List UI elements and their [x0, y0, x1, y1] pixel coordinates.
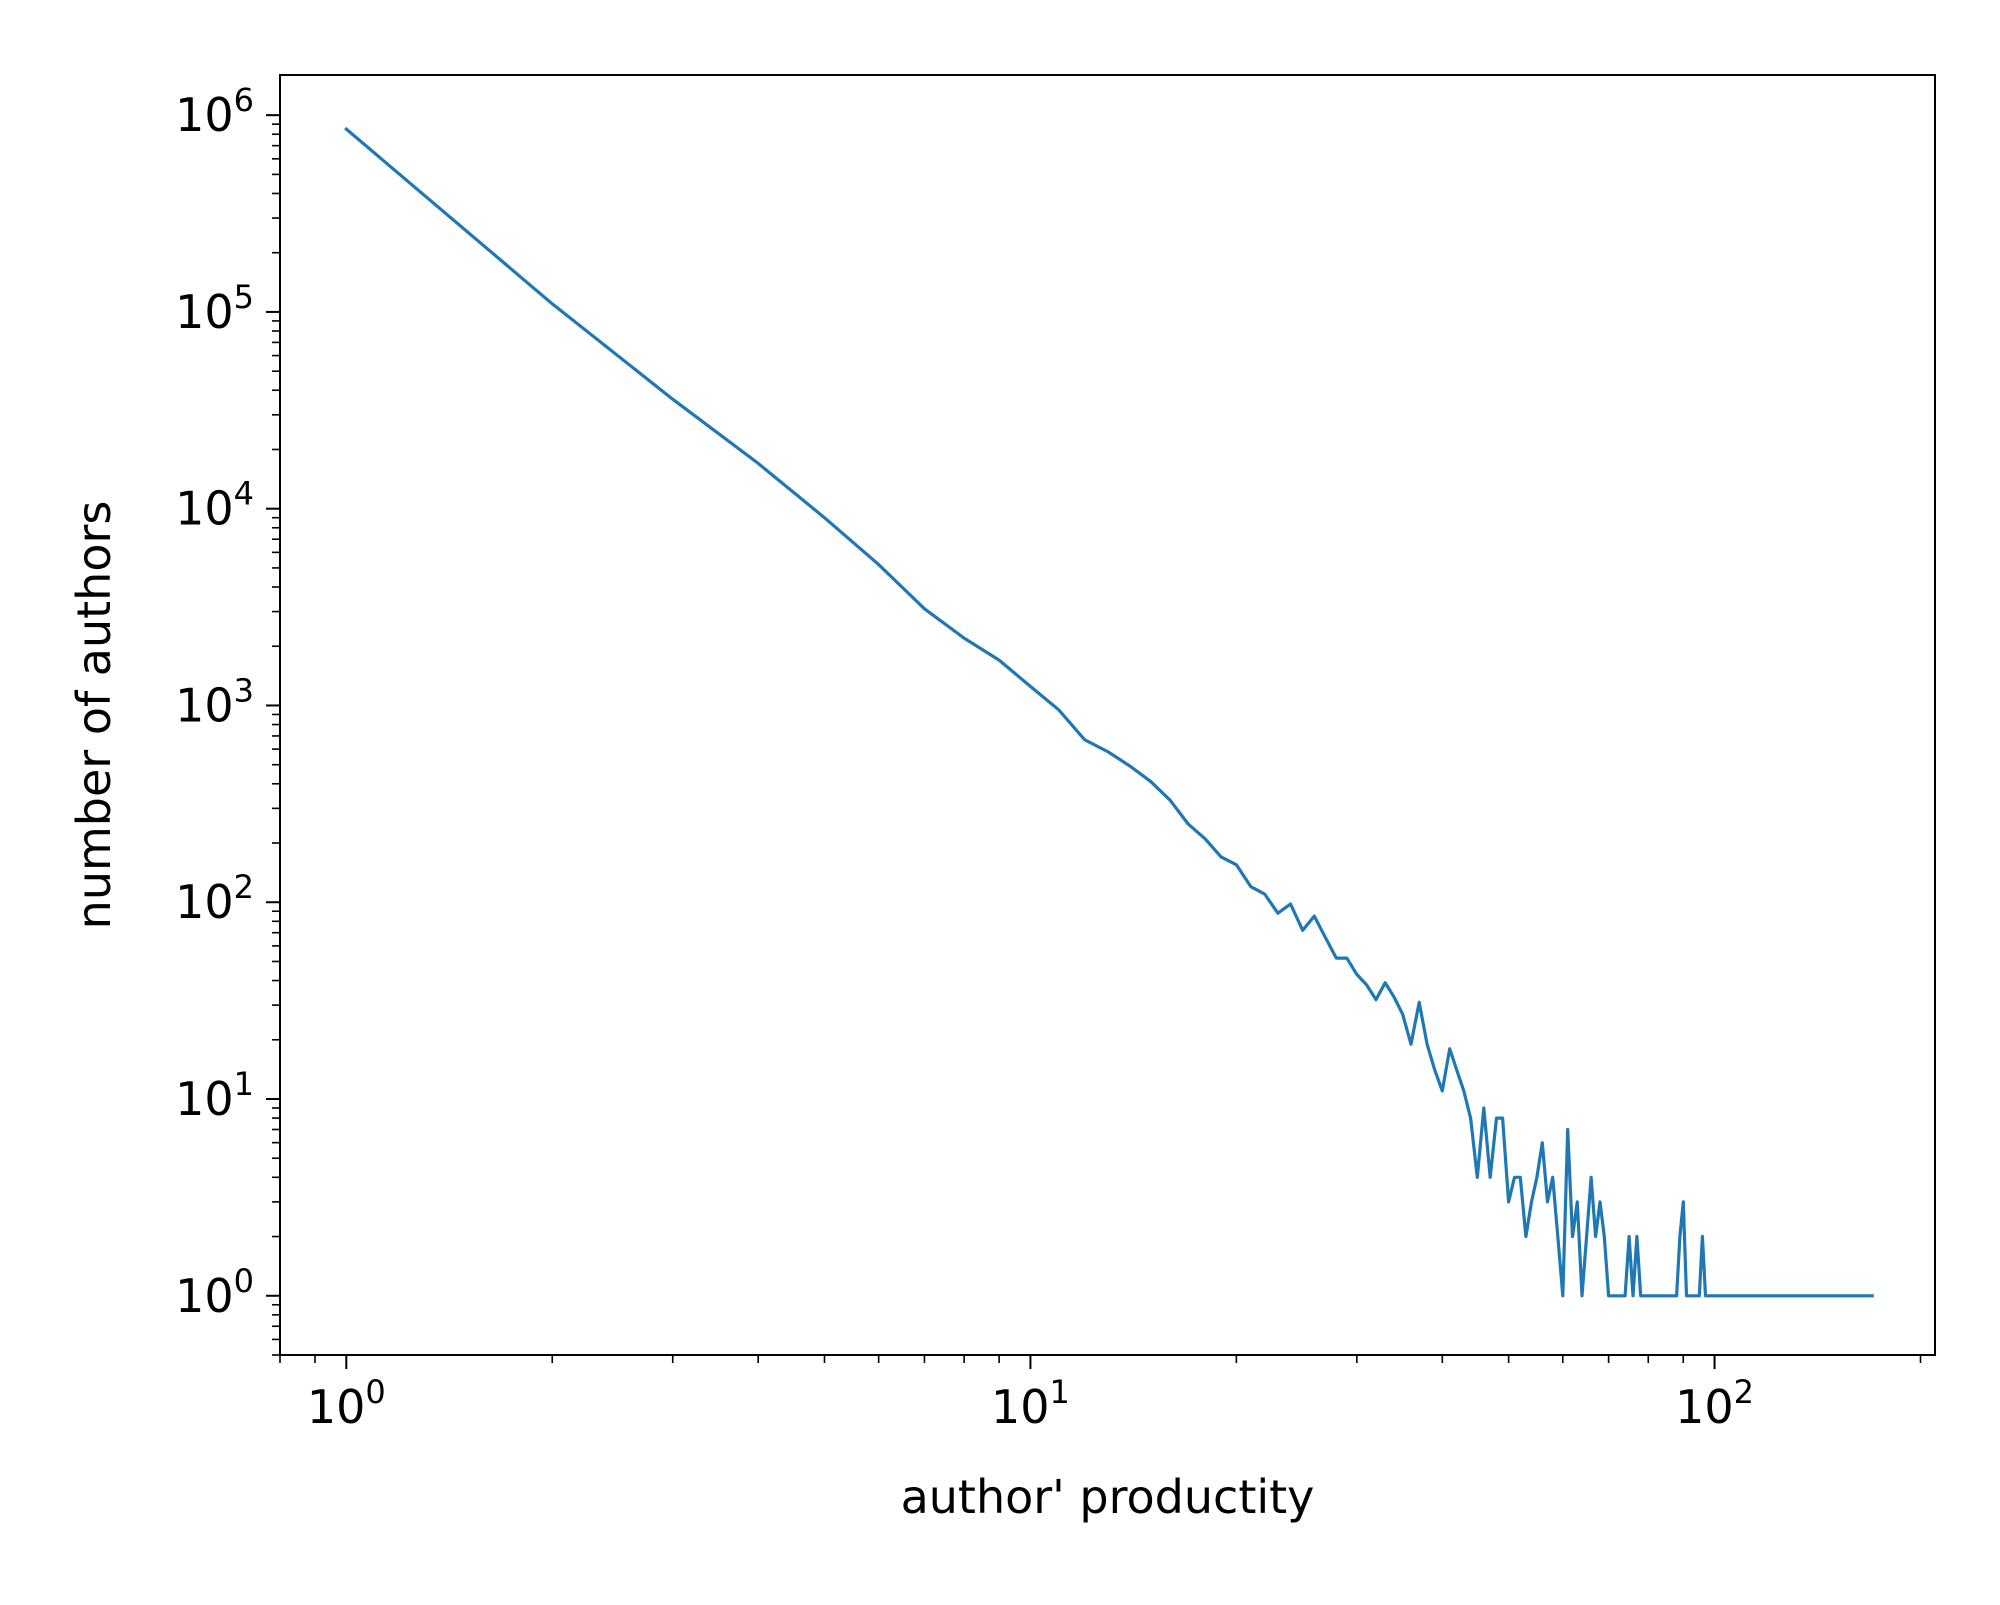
minor-ticks	[272, 123, 1922, 1363]
y-tick-label: 103	[175, 671, 254, 732]
tick-labels: 100 101 102 100 101 102 103 104 105 106	[175, 81, 1754, 1434]
y-tick-label: 105	[175, 278, 254, 339]
y-tick-label: 106	[175, 81, 254, 142]
plot-area-frame	[279, 74, 1936, 1356]
x-tick-label: 102	[1675, 1373, 1754, 1434]
x-tick-label: 100	[307, 1373, 386, 1434]
y-tick-label: 104	[175, 475, 254, 536]
major-ticks	[266, 114, 1716, 1369]
series-layer	[344, 126, 1874, 1298]
x-axis-label: author' productity	[901, 1470, 1315, 1524]
x-tick-label: 101	[991, 1373, 1070, 1434]
y-axis-label: number of authors	[67, 501, 121, 930]
series-line-1	[344, 126, 1874, 1298]
y-tick-label: 102	[175, 868, 254, 929]
y-tick-label: 101	[175, 1065, 254, 1126]
y-tick-label: 100	[175, 1262, 254, 1323]
